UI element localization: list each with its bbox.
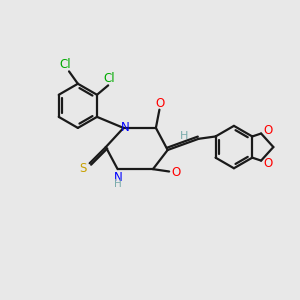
Text: O: O [263, 124, 272, 137]
Text: O: O [171, 166, 180, 178]
Text: N: N [121, 121, 129, 134]
Text: H: H [179, 131, 188, 141]
Text: Cl: Cl [104, 72, 116, 86]
Text: S: S [80, 162, 87, 175]
Text: O: O [155, 97, 165, 110]
Text: Cl: Cl [59, 58, 71, 71]
Text: N: N [114, 171, 123, 184]
Text: H: H [114, 179, 122, 190]
Text: O: O [263, 157, 272, 170]
